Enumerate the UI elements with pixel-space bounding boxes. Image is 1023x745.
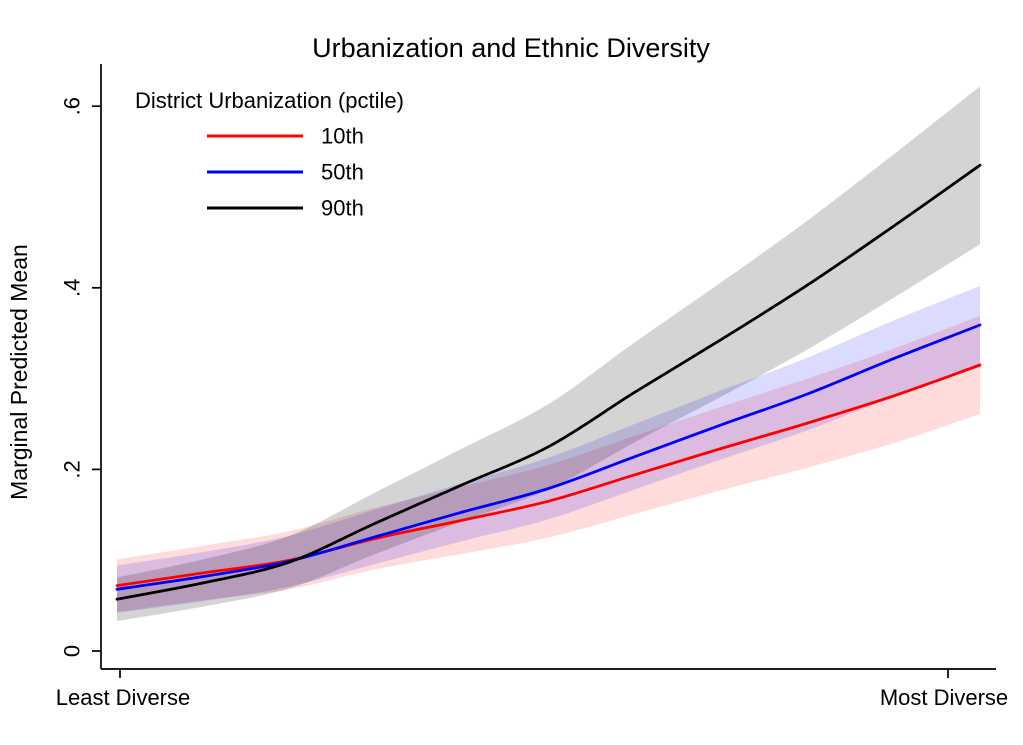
series-line-50th <box>115 323 982 591</box>
x-tick-label-least: Least Diverse <box>56 685 191 710</box>
chart-title: Urbanization and Ethnic Diversity <box>312 33 710 63</box>
y-tick-label-.2: .2 <box>60 460 85 478</box>
y-axis-label: Marginal Predicted Mean <box>6 244 32 500</box>
legend-label-90th: 90th <box>321 196 364 221</box>
legend-item-90th: 90th <box>207 196 364 221</box>
y-tick-label-0: 0 <box>60 645 85 657</box>
y-axis-ticks: 0 .2 .4 .6 <box>60 97 101 657</box>
ci-band-10th <box>117 315 980 612</box>
legend-item-10th: 10th <box>207 124 364 149</box>
ci-band-90th <box>117 86 980 621</box>
series-line-10th <box>115 363 982 587</box>
x-axis-ticks: Least Diverse Most Diverse <box>56 669 1008 710</box>
series-line-90th <box>115 163 982 601</box>
x-tick-label-most: Most Diverse <box>880 685 1008 710</box>
plot-area <box>115 86 982 621</box>
legend-item-50th: 50th <box>207 160 364 185</box>
legend-label-50th: 50th <box>321 160 364 185</box>
legend: District Urbanization (pctile) 10th 50th 9… <box>135 88 404 221</box>
y-tick-label-.6: .6 <box>60 97 85 115</box>
legend-label-10th: 10th <box>321 124 364 149</box>
ci-band-50th <box>117 286 980 613</box>
legend-title: District Urbanization (pctile) <box>135 88 404 113</box>
y-tick-label-.4: .4 <box>60 279 85 297</box>
